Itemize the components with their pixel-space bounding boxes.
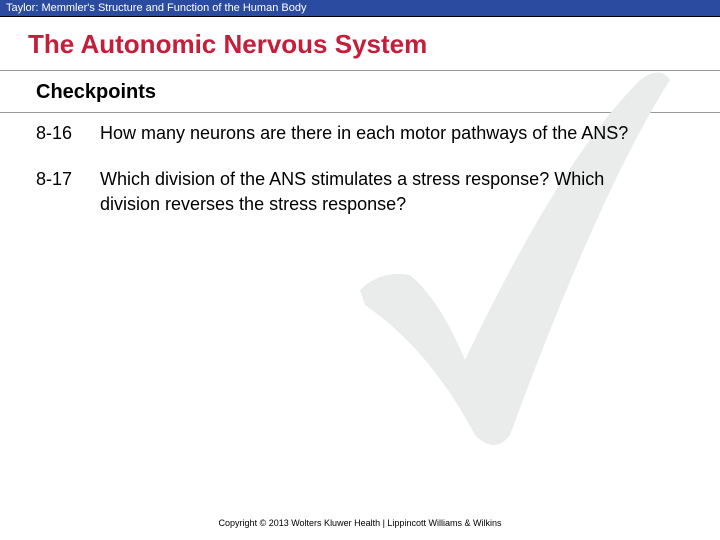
header-bar: Taylor: Memmler's Structure and Function… xyxy=(0,0,720,17)
subtitle: Checkpoints xyxy=(0,71,720,112)
content-area: 8-16 How many neurons are there in each … xyxy=(0,113,720,230)
question-text: Which division of the ANS stimulates a s… xyxy=(100,167,684,216)
question-number: 8-17 xyxy=(36,167,100,216)
question-row: 8-17 Which division of the ANS stimulate… xyxy=(36,159,684,230)
question-number: 8-16 xyxy=(36,121,100,145)
question-row: 8-16 How many neurons are there in each … xyxy=(36,113,684,159)
page-title: The Autonomic Nervous System xyxy=(0,17,720,70)
footer-copyright: Copyright © 2013 Wolters Kluwer Health |… xyxy=(0,518,720,528)
question-text: How many neurons are there in each motor… xyxy=(100,121,684,145)
header-text: Taylor: Memmler's Structure and Function… xyxy=(6,2,306,14)
